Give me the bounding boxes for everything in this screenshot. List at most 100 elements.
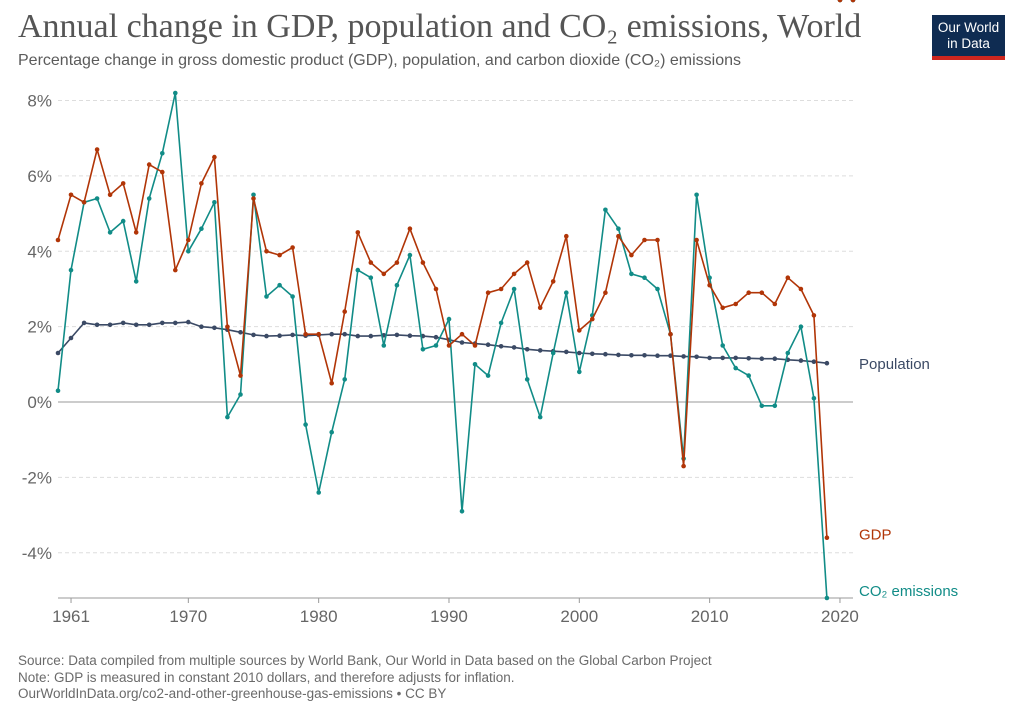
x-tick-label: 2010 (691, 607, 729, 626)
data-point (511, 345, 517, 350)
data-point (94, 196, 100, 201)
footer-note: Note: GDP is measured in constant 2010 d… (18, 669, 515, 685)
data-point (394, 260, 400, 265)
data-point (238, 392, 243, 397)
data-point (798, 324, 804, 330)
data-point (707, 355, 712, 361)
data-point (173, 90, 178, 96)
data-point (616, 226, 621, 231)
data-point (277, 252, 282, 258)
data-point (186, 319, 191, 325)
data-point (160, 169, 165, 175)
data-point (642, 353, 647, 358)
data-point (785, 275, 791, 281)
y-tick-label: 8% (27, 92, 52, 111)
data-point (811, 313, 817, 318)
x-tick-label: 2000 (560, 607, 598, 626)
data-point (655, 286, 660, 292)
data-point (342, 331, 348, 337)
data-point (55, 350, 61, 356)
data-point (446, 343, 452, 348)
data-point (212, 154, 217, 160)
data-point (537, 305, 543, 311)
data-point (694, 354, 699, 360)
series-end-label: Population (859, 356, 930, 373)
data-point (759, 290, 765, 296)
data-point (785, 350, 791, 356)
data-point (94, 322, 100, 328)
data-point (290, 294, 295, 299)
owid-logo[interactable]: Our World in Data (932, 15, 1005, 60)
series-end-label: GDP (859, 527, 892, 544)
data-point (564, 233, 569, 239)
data-point (120, 218, 126, 224)
x-tick-label: 1970 (169, 607, 207, 626)
data-point (681, 463, 686, 469)
data-point (811, 359, 817, 365)
logo-line-2: in Data (947, 36, 990, 51)
data-point (511, 286, 517, 292)
data-point (225, 414, 230, 420)
data-point (329, 429, 335, 435)
data-point (564, 349, 569, 355)
data-point (655, 237, 660, 243)
data-point (199, 226, 204, 231)
data-point (264, 294, 269, 299)
x-tick-label: 1961 (52, 607, 90, 626)
data-point (746, 290, 751, 296)
data-point (355, 230, 361, 235)
data-point (720, 305, 725, 311)
data-point (759, 403, 765, 409)
data-point (199, 324, 204, 330)
chart-title: Annual change in GDP, population and CO₂… (18, 8, 862, 45)
data-point (107, 322, 113, 328)
data-point (681, 354, 686, 359)
data-point (394, 282, 400, 288)
data-point (550, 350, 556, 356)
data-point (694, 237, 699, 243)
data-point (629, 353, 634, 358)
data-point (264, 333, 269, 339)
data-point (577, 350, 582, 356)
data-point (368, 275, 374, 281)
data-point (524, 347, 530, 352)
data-point (394, 332, 400, 338)
data-point (616, 233, 621, 239)
data-point (720, 343, 725, 348)
data-point (160, 151, 165, 156)
data-point (824, 535, 830, 540)
data-point (212, 325, 217, 331)
data-point (264, 249, 269, 254)
data-point (590, 316, 595, 322)
data-point (329, 380, 335, 386)
data-point (94, 147, 100, 152)
series-line-gdp (57, 148, 828, 538)
data-point (355, 333, 361, 339)
data-point (133, 230, 139, 235)
data-point (133, 279, 139, 284)
data-point (772, 301, 778, 307)
data-point (772, 403, 778, 409)
data-point (603, 290, 608, 296)
data-point (511, 271, 517, 277)
data-point (642, 275, 647, 281)
data-point (472, 362, 478, 367)
data-point (485, 290, 491, 296)
data-point (68, 192, 74, 198)
data-point (577, 369, 582, 375)
data-point (251, 192, 256, 198)
data-point (537, 348, 543, 353)
data-point (303, 422, 308, 427)
data-point (824, 595, 830, 601)
data-point (485, 342, 491, 348)
data-point (146, 196, 152, 201)
data-point (55, 388, 61, 394)
y-tick-label: 6% (27, 167, 52, 186)
data-point (160, 320, 165, 326)
data-point (824, 360, 830, 366)
data-point (81, 320, 87, 326)
data-point (290, 245, 295, 250)
data-point (746, 356, 751, 361)
data-point (173, 267, 178, 273)
footer-source: Source: Data compiled from multiple sour… (18, 653, 712, 668)
